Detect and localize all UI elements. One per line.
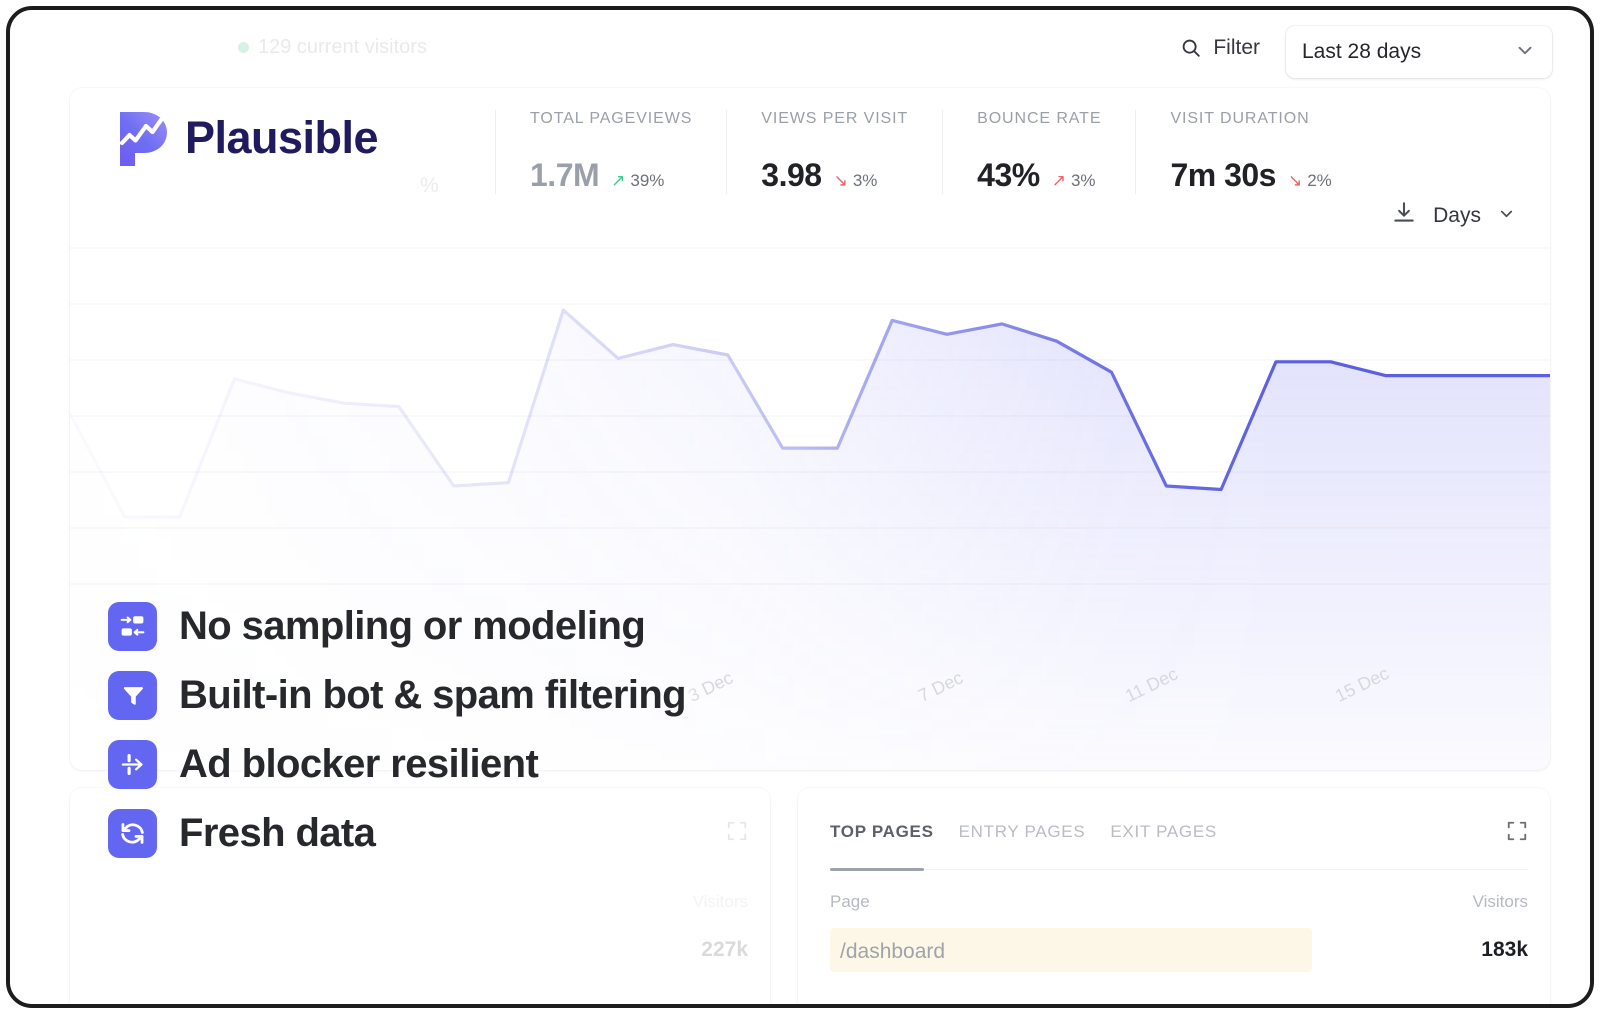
feature-label: No sampling or modeling (179, 604, 646, 648)
metric-change-value: 3% (852, 170, 878, 190)
filter-label: Filter (1213, 36, 1260, 59)
tabs-divider (830, 869, 1528, 870)
table-row-bar (830, 928, 1312, 972)
chart-plot (70, 308, 1550, 770)
filter-button[interactable]: Filter (1180, 36, 1260, 60)
metric-total-pageviews[interactable]: TOTAL PAGEVIEWS 1.7M ↗ 39% (495, 110, 726, 194)
metric-views-per-visit[interactable]: VIEWS PER VISIT 3.98 ↘ 3% (726, 110, 942, 194)
feature-list: No sampling or modeling Built-in bot & s… (108, 602, 687, 858)
brand-logo: Plausible (116, 109, 379, 167)
metric-change: ↘ 2% (1288, 171, 1332, 191)
interval-label[interactable]: Days (1433, 203, 1481, 227)
feature-label: Ad blocker resilient (179, 742, 539, 786)
table-row-page[interactable]: /dashboard (840, 940, 946, 963)
chart-svg (70, 247, 1550, 770)
search-icon (1180, 37, 1202, 59)
panel-divider (102, 869, 748, 870)
chevron-down-icon (1514, 39, 1536, 66)
data-transfer-icon (108, 602, 157, 651)
arrow-up-icon: ↗ (1051, 171, 1066, 190)
metric-label: BOUNCE RATE (977, 110, 1102, 127)
top-pages-panel[interactable]: TOP PAGES ENTRY PAGES EXIT PAGES Page Vi… (798, 788, 1550, 1004)
metric-value: 1.7M (530, 157, 600, 193)
current-visitors-indicator: 129 current visitors (238, 36, 427, 59)
download-icon[interactable] (1391, 200, 1417, 231)
metric-label: VIEWS PER VISIT (761, 110, 909, 127)
top-bar: 129 current visitors Filter Last 28 days (10, 10, 1590, 90)
arrow-down-icon: ↘ (1287, 171, 1303, 190)
date-range-value: Last 28 days (1302, 40, 1422, 63)
metric-change: ↗ 39% (611, 171, 664, 191)
live-dot-icon (238, 42, 249, 53)
metric-bounce-rate[interactable]: BOUNCE RATE 43% ↗ 3% (942, 110, 1135, 194)
metric-label: TOTAL PAGEVIEWS (530, 110, 693, 127)
arrow-through-wall-icon (108, 740, 157, 789)
metric-value: 3.98 (761, 157, 822, 193)
feature-ad-blocker-resilient: Ad blocker resilient (108, 740, 686, 789)
refresh-sync-icon (108, 809, 157, 858)
device-frame: 129 current visitors Filter Last 28 days (6, 6, 1594, 1008)
arrow-down-icon: ↘ (833, 171, 848, 190)
active-tab-indicator (830, 868, 924, 871)
feature-fresh-data: Fresh data (108, 809, 686, 858)
feature-no-sampling: No sampling or modeling (108, 602, 686, 651)
chart-controls: Days (1391, 200, 1516, 231)
feature-label: Fresh data (179, 811, 376, 855)
ghost-percent-label: % (420, 174, 439, 197)
dashboard-viewport: 129 current visitors Filter Last 28 days (10, 10, 1590, 1004)
brand-name: Plausible (185, 112, 379, 163)
visitors-area-chart[interactable]: 3 Dec 7 Dec 11 Dec 15 Dec (70, 238, 1550, 770)
metric-change-value: 3% (1070, 170, 1096, 190)
current-visitors-label: 129 current visitors (258, 36, 427, 58)
chevron-down-icon[interactable] (1497, 204, 1516, 228)
metric-visit-duration[interactable]: VISIT DURATION 7m 30s ↘ 2% (1135, 110, 1365, 194)
metric-change: ↗ 3% (1052, 171, 1096, 191)
funnel-filter-icon (108, 671, 157, 720)
expand-icon[interactable] (726, 820, 748, 847)
left-panel-column-header: Visitors (692, 892, 748, 911)
metrics-row: TOTAL PAGEVIEWS 1.7M ↗ 39% VIEWS PER VIS… (495, 110, 1366, 194)
tab-entry-pages[interactable]: ENTRY PAGES (958, 822, 1086, 841)
arrow-up-icon: ↗ (611, 171, 626, 190)
top-pages-tabs: TOP PAGES ENTRY PAGES EXIT PAGES (830, 822, 1217, 842)
tab-exit-pages[interactable]: EXIT PAGES (1110, 822, 1217, 841)
metric-label: VISIT DURATION (1170, 110, 1310, 127)
plausible-logo-icon (116, 109, 170, 167)
feature-label: Built-in bot & spam filtering (179, 673, 687, 717)
metric-value: 43% (977, 157, 1040, 193)
left-panel-value: 227k (701, 938, 748, 961)
metric-change: ↘ 3% (834, 171, 878, 191)
feature-bot-filtering: Built-in bot & spam filtering (108, 671, 687, 720)
column-header-page: Page (830, 892, 870, 911)
column-header-visitors: Visitors (1472, 892, 1528, 911)
stats-chart-card: Plausible % TOTAL PAGEVIEWS 1.7M ↗ 39% (70, 88, 1550, 770)
metric-value: 7m 30s (1170, 157, 1276, 193)
tab-top-pages[interactable]: TOP PAGES (830, 822, 934, 841)
metric-change-value: 2% (1307, 170, 1332, 190)
date-range-selector[interactable]: Last 28 days (1286, 26, 1552, 78)
sources-panel[interactable]: Visitors 227k (70, 788, 770, 1004)
expand-icon[interactable] (1506, 820, 1528, 847)
table-row-visitors: 183k (1481, 938, 1528, 961)
metric-change-value: 39% (630, 170, 665, 190)
